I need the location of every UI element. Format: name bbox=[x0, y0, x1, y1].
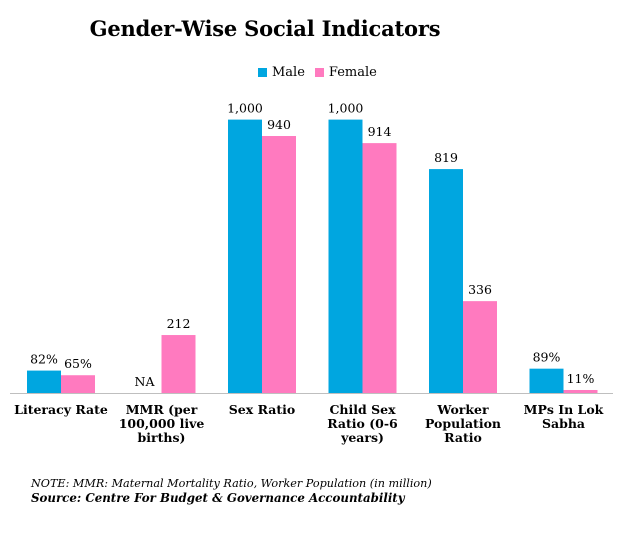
bar-male-2 bbox=[228, 119, 262, 394]
bar-male-4 bbox=[429, 169, 463, 393]
category-label-3: Child Sex bbox=[329, 402, 396, 417]
bar-female-5 bbox=[563, 389, 598, 393]
data-label-female-1: 212 bbox=[167, 316, 191, 331]
data-label-male-1: NA bbox=[135, 374, 156, 389]
category-label-5: MPs In Lok bbox=[524, 402, 604, 417]
chart-note: NOTE: MMR: Maternal Mortality Ratio, Wor… bbox=[31, 477, 432, 490]
legend-item-female: Female bbox=[314, 65, 377, 80]
category-label-3: years) bbox=[340, 430, 384, 445]
data-label-male-4: 819 bbox=[434, 150, 458, 165]
category-label-1: 100,000 live bbox=[119, 416, 205, 431]
data-label-female-0: 65% bbox=[64, 356, 92, 371]
category-label-5: Sabha bbox=[542, 416, 585, 431]
category-label-4: Population bbox=[425, 416, 501, 431]
data-label-male-0: 82% bbox=[30, 352, 58, 367]
legend-item-male: Male bbox=[258, 65, 305, 80]
category-label-3: Ratio (0-6 bbox=[327, 416, 398, 431]
data-label-female-5: 11% bbox=[567, 371, 595, 386]
data-label-female-3: 914 bbox=[368, 124, 392, 139]
category-label-2: Sex Ratio bbox=[229, 402, 295, 417]
chart-title: Gender-Wise Social Indicators bbox=[89, 16, 441, 41]
bar-female-4 bbox=[463, 301, 497, 393]
category-label-0: Literacy Rate bbox=[14, 402, 108, 417]
bar-male-5 bbox=[529, 368, 564, 393]
chart-legend: Male Female bbox=[258, 65, 387, 80]
category-label-4: Worker bbox=[436, 402, 489, 417]
category-label-1: births) bbox=[138, 430, 186, 445]
legend-swatch-male bbox=[258, 68, 267, 77]
bar-male-0 bbox=[27, 370, 61, 393]
legend-label-male: Male bbox=[272, 65, 305, 80]
data-label-female-4: 336 bbox=[468, 282, 492, 297]
bar-female-1 bbox=[161, 335, 196, 393]
bar-female-3 bbox=[362, 143, 397, 393]
data-label-male-2: 1,000 bbox=[227, 101, 263, 116]
bar-female-2 bbox=[262, 136, 296, 394]
bar-female-0 bbox=[61, 375, 95, 393]
legend-label-female: Female bbox=[328, 65, 377, 80]
category-label-1: MMR (per bbox=[126, 402, 198, 417]
data-label-female-2: 940 bbox=[267, 117, 291, 132]
chart-source: Source: Centre For Budget & Governance A… bbox=[31, 491, 405, 505]
data-label-male-3: 1,000 bbox=[328, 101, 364, 116]
bar-male-3 bbox=[328, 119, 363, 394]
data-label-male-5: 89% bbox=[533, 350, 561, 365]
category-label-4: Ratio bbox=[444, 430, 482, 445]
legend-swatch-female bbox=[314, 68, 324, 77]
